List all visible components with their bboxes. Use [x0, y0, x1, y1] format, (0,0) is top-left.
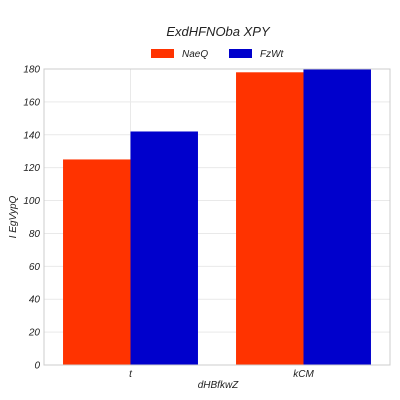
legend: NaeQ FzWt: [151, 49, 285, 60]
plot-frame: [43, 68, 391, 366]
bar-naeq-kcm: [236, 72, 304, 366]
x-axis-ticks: t kCM: [129, 369, 314, 380]
legend-swatch-fzwt: [229, 49, 252, 58]
legend-label-fzwt: FzWt: [260, 49, 285, 60]
x-tick-label: t: [129, 369, 133, 380]
y-tick-label: 160: [23, 97, 40, 108]
y-axis-ticks: 0 20 40 60 80 100 120 140 160 180: [23, 65, 40, 372]
y-tick-label: 180: [23, 65, 40, 76]
y-tick-label: 40: [29, 295, 41, 306]
bar-fzwt-t: [130, 131, 198, 365]
x-axis-label: dHBfkwZ: [198, 380, 239, 391]
y-tick-label: 100: [23, 196, 40, 207]
y-axis-label: I EgVypQ: [8, 195, 19, 238]
chart-title: ExdHFNOba XPY: [166, 24, 271, 39]
legend-label-naeq: NaeQ: [182, 49, 208, 60]
y-tick-label: 120: [23, 163, 40, 174]
bars: [63, 69, 371, 366]
y-tick-label: 140: [23, 130, 40, 141]
y-tick-label: 80: [29, 229, 41, 240]
bar-fzwt-kcm: [303, 69, 371, 365]
bar-naeq-t: [63, 159, 131, 365]
y-tick-label: 20: [28, 328, 41, 339]
y-tick-label: 0: [34, 361, 40, 372]
legend-swatch-naeq: [151, 49, 174, 58]
x-tick-label: kCM: [293, 369, 314, 380]
y-tick-label: 60: [29, 262, 41, 273]
